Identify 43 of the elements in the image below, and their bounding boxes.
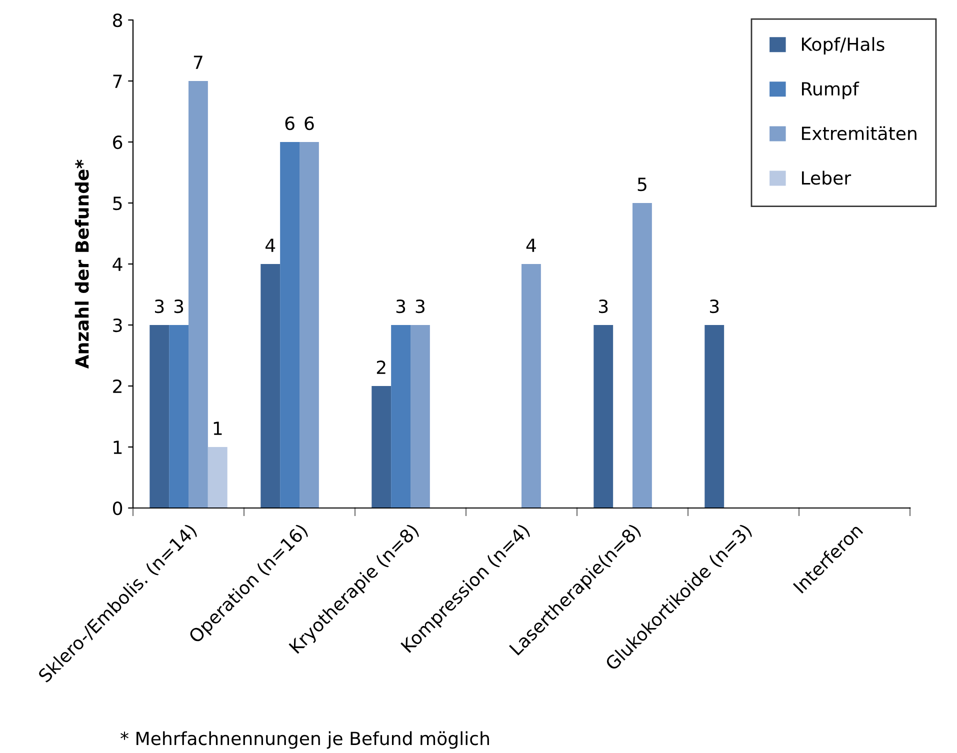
legend-label: Extremitäten <box>802 126 916 140</box>
bar <box>391 325 410 508</box>
y-tick-label: 1 <box>114 440 122 454</box>
bar <box>188 81 208 508</box>
data-label: 3 <box>396 300 406 314</box>
data-label: 2 <box>376 360 386 374</box>
bar <box>260 264 280 508</box>
y-tick-label: 2 <box>113 379 122 393</box>
legend-label: Rumpf <box>802 82 860 100</box>
bar <box>169 325 188 508</box>
bar <box>632 203 652 508</box>
y-tick-label: 0 <box>112 501 122 516</box>
bar <box>150 325 170 508</box>
text: * Mehrfachnennungen je Befund möglich <box>120 731 489 749</box>
bar <box>208 447 228 508</box>
data-label: 3 <box>154 300 164 314</box>
y-tick-label: 5 <box>113 196 122 210</box>
bar <box>410 325 430 508</box>
y-tick-label: 8 <box>113 13 122 28</box>
bar <box>704 325 724 508</box>
data-label: 4 <box>266 238 276 252</box>
bar <box>280 142 300 508</box>
data-label: 3 <box>598 300 608 314</box>
y-axis-title: Anzahl der Befunde* <box>74 160 89 369</box>
data-label: 3 <box>174 300 184 314</box>
bar <box>300 142 319 508</box>
data-label: 7 <box>194 56 202 69</box>
data-label: 4 <box>526 238 536 252</box>
legend-label: Kopf/Hals <box>802 37 884 55</box>
bar <box>372 386 392 508</box>
bar <box>594 325 614 508</box>
y-tick-label: 4 <box>112 258 122 271</box>
y-tick-label: 6 <box>113 135 122 150</box>
data-label: 1 <box>214 422 222 435</box>
bar <box>522 264 541 508</box>
data-label: 3 <box>416 300 425 314</box>
data-label: 6 <box>304 116 314 130</box>
legend-label: Leber <box>802 170 852 185</box>
y-tick-label: 7 <box>113 74 122 88</box>
data-label: 3 <box>710 300 719 314</box>
data-label: 6 <box>285 116 294 130</box>
y-tick-label: 3 <box>113 318 122 332</box>
data-label: 5 <box>638 178 646 192</box>
